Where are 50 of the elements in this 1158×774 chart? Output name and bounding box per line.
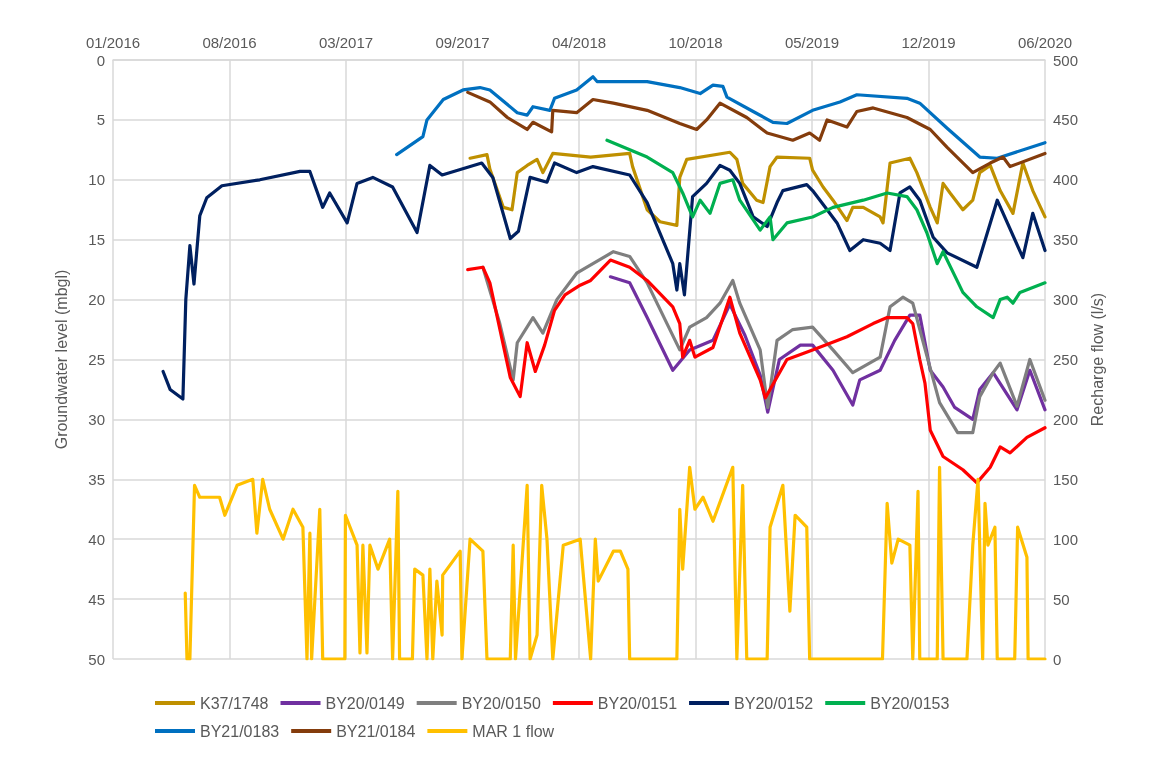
x-tick-label: 09/2017 [435, 34, 490, 51]
y-tick-label: 15 [88, 231, 105, 249]
legend-label: K37/1748 [200, 694, 269, 712]
y-tick-label: 20 [88, 291, 105, 309]
legend-label: BY21/0184 [336, 722, 416, 740]
y2-tick-label: 0 [1053, 650, 1062, 668]
line-series [395, 75, 1047, 160]
y2-tick-label: 200 [1053, 410, 1079, 428]
line-series [466, 258, 1047, 485]
line-series [466, 90, 1047, 175]
x-tick-label: 08/2016 [202, 34, 257, 51]
legend-label: BY20/0152 [734, 694, 814, 712]
legend-label: BY20/0149 [325, 694, 405, 712]
y-tick-label: 0 [96, 51, 105, 69]
x-tick-label: 12/2019 [901, 34, 956, 51]
y2-tick-label: 350 [1053, 231, 1079, 249]
y-axis-title: Groundwater level (mbgl) [52, 269, 70, 450]
y2-tick-label: 50 [1053, 590, 1070, 608]
y2-tick-label: 500 [1053, 51, 1079, 69]
y-tick-label: 50 [88, 650, 105, 668]
y-tick-label: 5 [96, 111, 105, 129]
y2-tick-label: 300 [1053, 291, 1079, 309]
x-tick-label: 10/2018 [668, 34, 723, 51]
line-series [481, 250, 1047, 435]
y-tick-label: 40 [88, 530, 105, 548]
x-tick-label: 03/2017 [318, 34, 374, 51]
line-series [161, 161, 1047, 401]
y-tick-label: 10 [88, 171, 105, 189]
x-tick-label: 05/2019 [784, 34, 840, 51]
y2-tick-label: 400 [1053, 171, 1079, 189]
line-series [183, 465, 1047, 661]
line-series [468, 150, 1047, 227]
y2-tick-label: 100 [1053, 530, 1079, 548]
legend-label: MAR 1 flow [472, 722, 555, 740]
legend-label: BY20/0151 [597, 694, 678, 712]
y2-axis-title: Recharge flow (l/s) [1088, 292, 1106, 427]
legend-label: BY20/0150 [461, 694, 541, 712]
y2-tick-label: 250 [1053, 351, 1079, 368]
y-tick-label: 35 [88, 470, 105, 488]
line-series [605, 138, 1047, 320]
y-tick-label: 45 [88, 590, 105, 608]
x-tick-label: 04/2018 [551, 34, 607, 51]
x-tick-label: 06/2020 [1017, 34, 1073, 51]
y-tick-label: 25 [88, 351, 105, 368]
x-tick-label: 01/2016 [85, 34, 141, 51]
y2-tick-label: 150 [1053, 470, 1079, 488]
legend-label: BY21/0183 [200, 722, 280, 740]
y2-tick-label: 450 [1053, 111, 1079, 129]
y-tick-label: 30 [88, 410, 105, 428]
legend-label: BY20/0153 [870, 694, 950, 712]
